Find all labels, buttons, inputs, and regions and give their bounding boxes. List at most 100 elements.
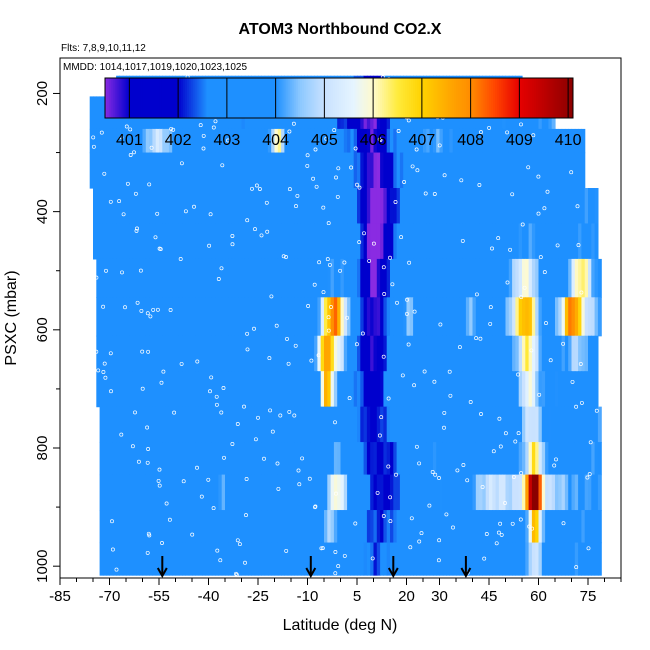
heatmap-cell [578,223,582,260]
colorbar-swatch [487,78,490,118]
heatmap-cell [456,510,460,544]
sample-point [147,182,152,187]
heatmap-cell [294,297,299,337]
heatmap-cell [363,371,368,408]
heatmap-cell [558,223,563,260]
colorbar-swatch [233,78,237,118]
heatmap-cell [142,258,147,298]
heatmap-cell [221,474,226,511]
heatmap-cell [449,258,454,298]
heatmap-cell [416,371,421,408]
heatmap-cell [99,96,104,130]
heatmap-cell [489,223,493,260]
heatmap-cell [300,223,305,260]
heatmap-cell [423,297,427,337]
colorbar-swatch [106,78,110,118]
heatmap-cell [347,474,351,511]
heatmap-cell [347,223,351,260]
heatmap-cell [251,223,256,260]
sample-point [309,358,314,363]
heatmap-cell [472,223,477,260]
heatmap-cell [508,297,513,337]
heatmap-cell [317,442,322,476]
heatmap-cell [535,371,540,408]
heatmap-cell [116,152,120,189]
heatmap-cell [112,188,117,225]
colorbar-swatch [235,78,239,118]
heatmap-cell [350,128,355,154]
heatmap-cell [211,152,216,189]
colorbar-swatch [522,78,525,118]
sample-point [530,526,535,531]
colorbar-tick-label: 406 [360,132,387,149]
heatmap-cell [172,442,177,476]
heatmap-cell [399,297,404,337]
heatmap-cell [432,542,437,576]
colorbar-swatch [344,78,348,118]
heatmap-cell [399,474,404,511]
colorbar-tick-label: 404 [262,132,289,149]
heatmap-cell [198,223,203,260]
colorbar-swatch [159,78,163,118]
heatmap-cell [205,474,210,511]
colorbar-swatch [547,78,551,118]
heatmap-cell [588,371,592,408]
heatmap-cell [568,128,573,154]
sample-point [325,257,330,262]
heatmap-cell [363,335,368,372]
heatmap-cell [96,335,101,372]
heatmap-cell [254,371,259,408]
heatmap-cell [386,258,391,298]
heatmap-cell [258,258,262,298]
heatmap-cell [528,188,533,225]
heatmap-cell [515,371,520,408]
sample-point [570,379,575,384]
heatmap-cell [492,542,497,576]
heatmap-cell [456,442,460,476]
heatmap-cell [244,442,249,476]
heatmap-cell [512,474,516,511]
sample-point [293,343,298,348]
colorbar-swatch [428,78,432,118]
heatmap-cell [518,223,523,260]
heatmap-cell [432,474,437,511]
heatmap-cell [284,258,289,298]
sample-point [201,133,206,138]
heatmap-cell [248,223,252,260]
heatmap-cell [432,223,437,260]
heatmap-cell [132,152,137,189]
heatmap-cell [271,371,276,408]
heatmap-cell [505,258,510,298]
heatmap-cell [93,223,97,260]
heatmap-cell [531,223,536,260]
heatmap-cell [561,297,566,337]
heatmap-cell [390,406,394,443]
heatmap-cell [531,542,536,576]
x-tick-label: 30 [431,588,448,605]
heatmap-cell [165,188,170,225]
colorbar-swatch [218,78,221,118]
sample-point [286,361,291,366]
heatmap-cell [591,297,596,337]
heatmap-cell [330,223,335,260]
heatmap-cell [568,442,573,476]
heatmap-cell [340,510,345,544]
heatmap-cell [155,474,160,511]
heatmap-cell [99,335,104,372]
heatmap-cell [492,335,497,372]
heatmap-cell [145,371,150,408]
sample-point [404,311,409,316]
heatmap-cell [294,542,299,576]
heatmap-cell [159,371,163,408]
heatmap-cell [225,442,229,476]
heatmap-cell [165,335,170,372]
heatmap-cell [574,128,579,154]
sample-point [155,211,160,216]
heatmap-cell [201,258,206,298]
heatmap-cell [201,474,206,511]
heatmap-cell [386,335,391,372]
heatmap-cell [357,128,361,154]
heatmap-cell [264,223,269,260]
heatmap-cell [142,152,147,189]
heatmap-cell [165,442,170,476]
